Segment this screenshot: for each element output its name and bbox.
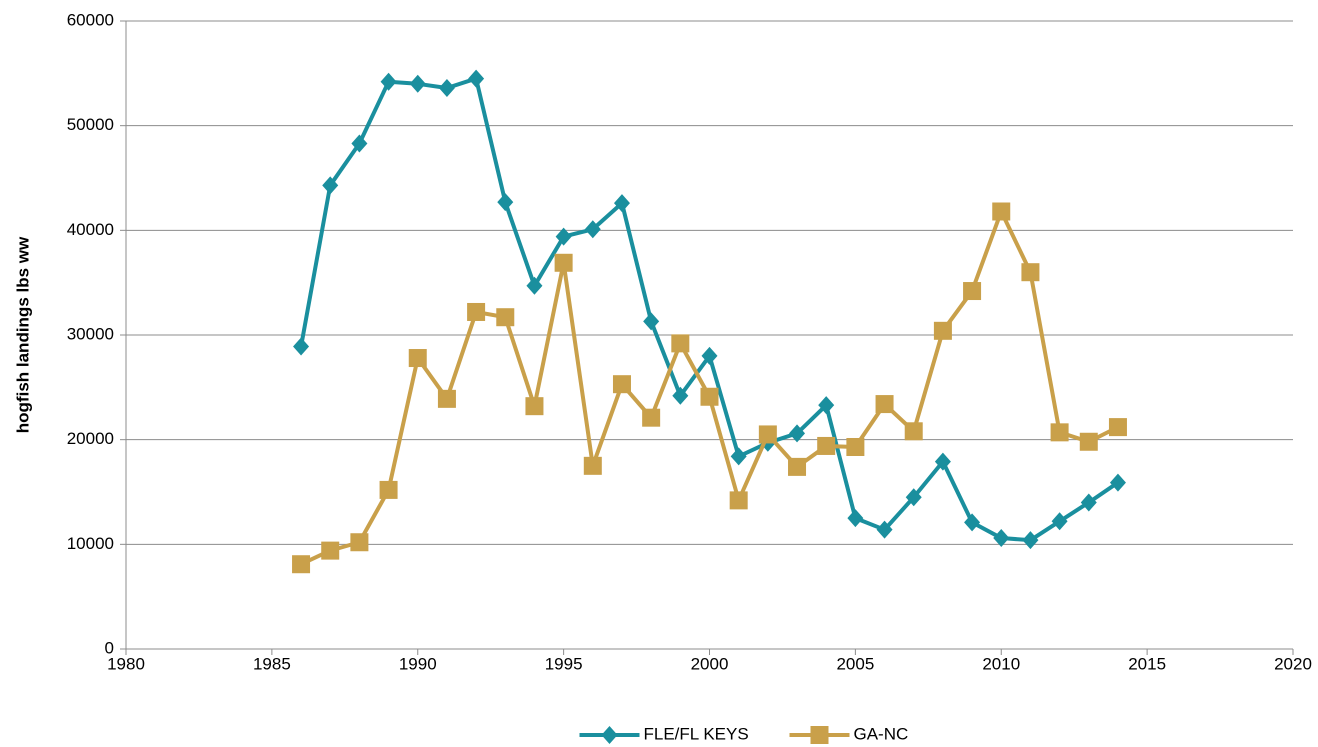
y-axis-label: hogfish landings lbs ww — [13, 236, 32, 433]
marker — [525, 397, 544, 416]
marker — [846, 437, 865, 456]
marker — [438, 78, 455, 97]
marker — [1050, 423, 1069, 442]
marker — [468, 69, 485, 88]
marker — [467, 302, 486, 321]
marker — [758, 425, 777, 444]
marker — [601, 726, 618, 744]
marker — [584, 220, 601, 239]
marker — [1051, 512, 1068, 531]
marker — [1022, 531, 1039, 550]
x-tick-label: 1980 — [107, 654, 145, 673]
marker — [379, 480, 398, 499]
marker — [933, 321, 952, 340]
marker — [964, 513, 981, 532]
y-tick-label: 40000 — [67, 220, 114, 239]
marker — [322, 176, 339, 195]
marker — [293, 337, 310, 356]
marker — [729, 491, 748, 510]
marker — [700, 387, 719, 406]
marker — [642, 408, 661, 427]
marker — [818, 396, 835, 415]
x-tick-label: 1995 — [545, 654, 583, 673]
marker — [905, 488, 922, 507]
marker — [904, 422, 923, 441]
x-tick-label: 2020 — [1274, 654, 1312, 673]
marker — [496, 308, 515, 327]
marker — [817, 436, 836, 455]
marker — [526, 276, 543, 295]
marker — [963, 282, 982, 301]
marker — [554, 253, 573, 272]
marker — [810, 726, 829, 744]
y-tick-label: 60000 — [67, 10, 114, 29]
marker — [613, 194, 630, 213]
marker — [583, 456, 602, 475]
marker — [1079, 432, 1098, 451]
x-tick-label: 2015 — [1128, 654, 1166, 673]
marker — [992, 202, 1011, 221]
y-tick-label: 10000 — [67, 534, 114, 553]
x-tick-label: 1990 — [399, 654, 437, 673]
marker — [612, 375, 631, 394]
x-tick-label: 2000 — [691, 654, 729, 673]
y-tick-label: 30000 — [67, 324, 114, 343]
marker — [292, 555, 311, 574]
marker — [934, 452, 951, 471]
marker — [1109, 473, 1126, 492]
marker — [497, 193, 514, 212]
marker — [671, 334, 690, 353]
marker — [643, 312, 660, 331]
marker — [701, 346, 718, 365]
marker — [1108, 418, 1127, 437]
marker — [847, 509, 864, 528]
marker — [351, 134, 368, 153]
marker — [1080, 493, 1097, 512]
marker — [437, 389, 456, 408]
y-tick-label: 20000 — [67, 429, 114, 448]
series-line — [299, 76, 1120, 543]
x-tick-label: 2005 — [836, 654, 874, 673]
marker — [409, 74, 426, 93]
marker — [380, 72, 397, 91]
marker — [875, 395, 894, 414]
marker — [730, 447, 747, 466]
marker — [555, 227, 572, 246]
y-tick-label: 50000 — [67, 115, 114, 134]
legend-label: GA-NC — [854, 724, 909, 743]
marker — [993, 529, 1010, 548]
y-tick-label: 0 — [105, 638, 114, 657]
marker — [788, 457, 807, 476]
marker — [1021, 263, 1040, 282]
x-tick-label: 2010 — [982, 654, 1020, 673]
marker — [672, 386, 689, 405]
legend-label: FLE/FL KEYS — [644, 724, 749, 743]
marker — [350, 533, 369, 552]
marker — [876, 520, 893, 539]
marker — [789, 424, 806, 443]
marker — [408, 349, 427, 368]
marker — [321, 541, 340, 560]
x-tick-label: 1985 — [253, 654, 291, 673]
